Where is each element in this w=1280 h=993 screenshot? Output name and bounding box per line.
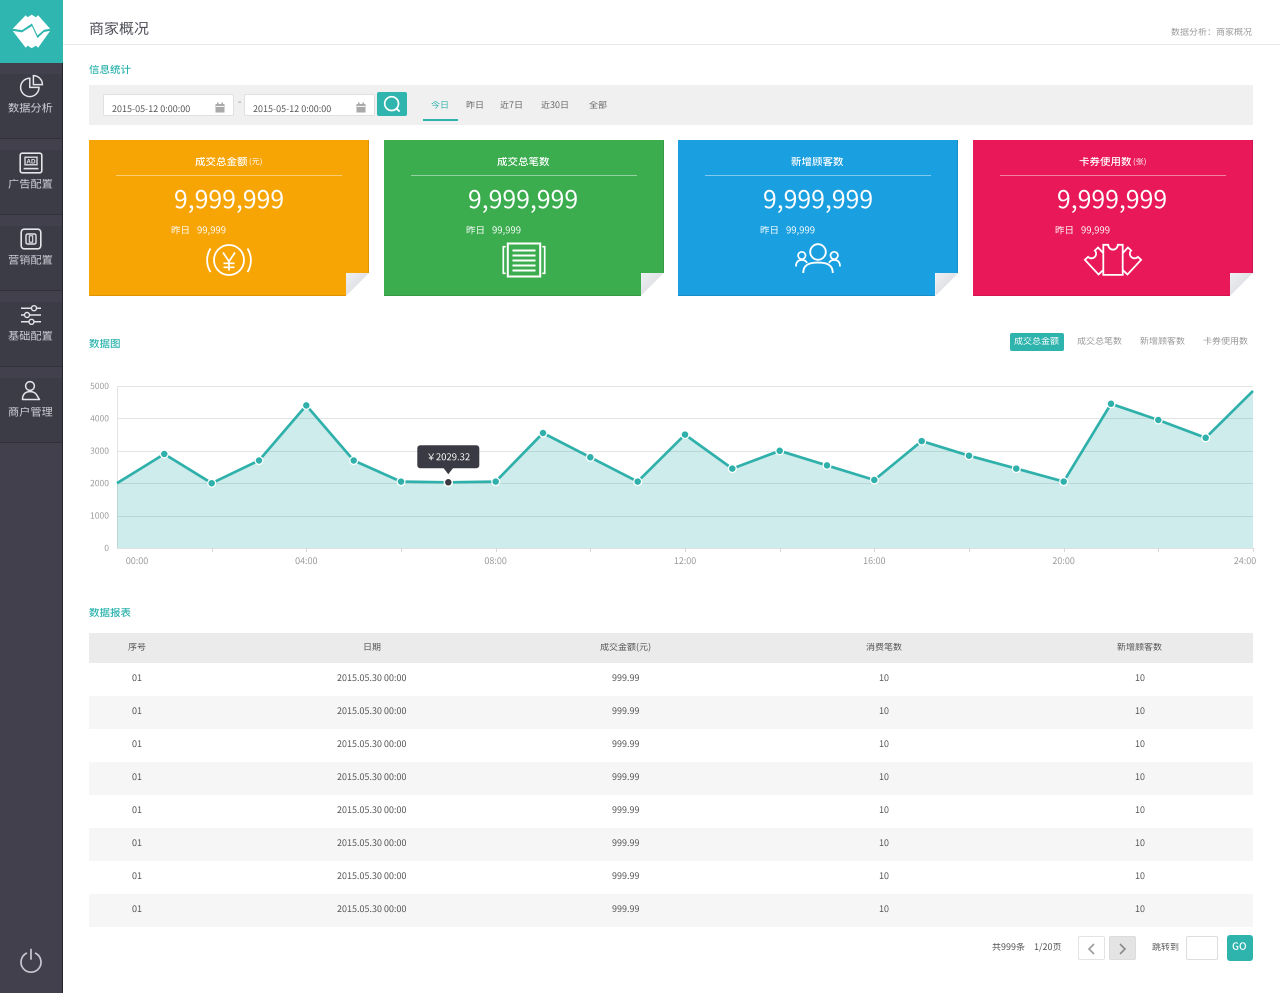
- svg-text:AD: AD: [26, 158, 36, 165]
